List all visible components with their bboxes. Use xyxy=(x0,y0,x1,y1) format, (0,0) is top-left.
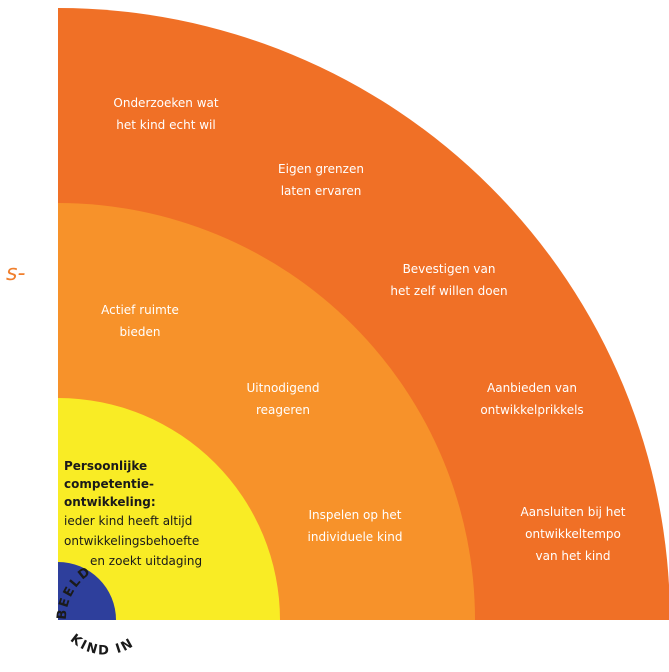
outer-ring-label-3-line-1: Bevestigen van xyxy=(403,262,496,276)
middle-ring-label-3-line-2: individuele kind xyxy=(308,530,403,544)
middle-ring-label-2: Uitnodigend reageren xyxy=(247,381,320,417)
core-text-line-1: ieder kind heeft altijd xyxy=(64,514,192,528)
middle-ring-label-3: Inspelen op het individuele kind xyxy=(308,508,403,544)
core-text-line-3: en zoekt uitdaging xyxy=(90,554,202,568)
middle-ring-label-3-line-1: Inspelen op het xyxy=(309,508,402,522)
outer-ring-label-5-line-3: van het kind xyxy=(536,549,611,563)
outer-ring-label-3: Bevestigen van het zelf willen doen xyxy=(390,262,507,298)
middle-ring-label-2-line-1: Uitnodigend xyxy=(247,381,320,395)
core-description: ieder kind heeft altijd ontwikkelingsbeh… xyxy=(64,514,202,568)
outer-ring-label-5-line-2: ontwikkeltempo xyxy=(525,527,621,541)
outer-ring-label-2: Eigen grenzen laten ervaren xyxy=(278,162,364,198)
middle-ring-label-1-line-1: Actief ruimte xyxy=(101,303,179,317)
core-title-line-1: Persoonlijke xyxy=(64,459,147,473)
logo-text-bottom: KIND IN xyxy=(67,632,137,659)
outer-ring-label-4-line-1: Aanbieden van xyxy=(487,381,577,395)
core-circle xyxy=(58,398,280,620)
outer-ring-label-5: Aansluiten bij het ontwikkeltempo van he… xyxy=(521,505,626,563)
outer-ring-label-2-line-1: Eigen grenzen xyxy=(278,162,364,176)
middle-ring-label-2-line-2: reageren xyxy=(256,403,310,417)
middle-ring-label-1-line-2: bieden xyxy=(120,325,161,339)
core-title-line-3: ontwikkeling: xyxy=(64,495,156,509)
core-title: Persoonlijke competentie- ontwikkeling: xyxy=(64,459,156,509)
outer-ring-label-2-line-2: laten ervaren xyxy=(281,184,362,198)
outer-ring-label-4: Aanbieden van ontwikkelprikkels xyxy=(480,381,583,417)
outer-ring-label-3-line-2: het zelf willen doen xyxy=(390,284,507,298)
outer-ring-label-1: Onderzoeken wat het kind echt wil xyxy=(113,96,219,132)
outer-ring-label-4-line-2: ontwikkelprikkels xyxy=(480,403,583,417)
middle-ring-label-1: Actief ruimte bieden xyxy=(101,303,179,339)
center-dot xyxy=(58,562,116,620)
outer-ring-label-1-line-2: het kind echt wil xyxy=(116,118,215,132)
outer-ring-label-5-line-1: Aansluiten bij het xyxy=(521,505,626,519)
outer-ring-label-1-line-1: Onderzoeken wat xyxy=(113,96,219,110)
core-text-line-2: ontwikkelingsbehoefte xyxy=(64,534,199,548)
core-title-line-2: competentie- xyxy=(64,477,154,491)
left-text-fragment: s- xyxy=(6,261,25,286)
